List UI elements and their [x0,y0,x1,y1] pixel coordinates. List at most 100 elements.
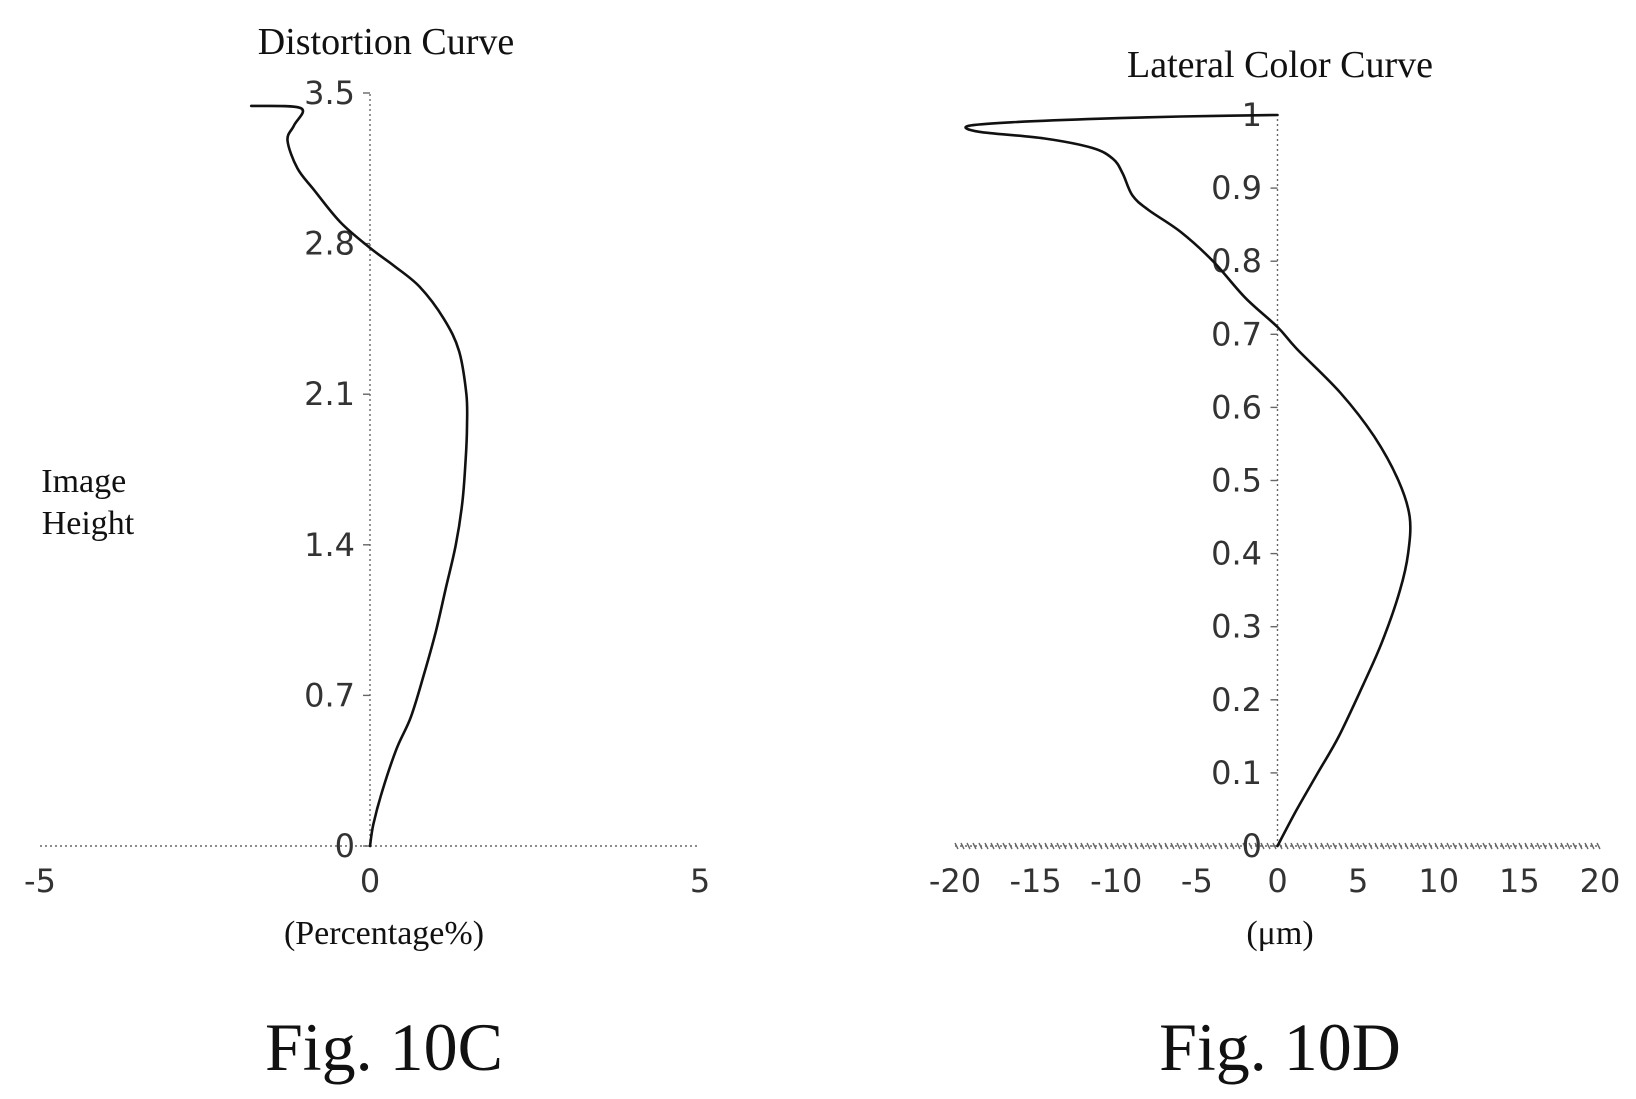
y-tick-label: 0.1 [1211,754,1262,792]
x-axis-hatch [1206,842,1211,850]
x-axis-hatch [1020,842,1025,850]
x-axis-hatch [1110,842,1115,850]
x-axis-hatch [1014,842,1019,850]
y-tick-label: 0.2 [1211,681,1262,719]
distortion-chart: Distortion Curve Image Height 0 0.7 1.4 2.1… [24,21,710,1085]
y-tick-label: 0.3 [1211,608,1262,646]
x-axis-hatch [1086,842,1091,850]
x-axis-hatch [960,842,965,850]
distortion-chart-title: Distortion Curve [258,21,514,63]
lateral-color-series-line [964,113,1412,848]
x-axis-hatch [1182,842,1187,850]
x-axis-hatch [1476,842,1481,850]
x-tick-label: 5 [690,862,710,900]
y-tick-label: 0.8 [1211,242,1262,280]
x-axis-hatch [1398,842,1403,850]
x-axis-hatch [1572,842,1577,850]
x-axis-hatch [1368,842,1373,850]
x-axis-hatch [1248,842,1253,850]
x-axis-hatch [1062,842,1067,850]
x-axis-hatch [1374,842,1379,850]
x-tick-label: 5 [1348,862,1368,900]
x-axis-hatch [1416,842,1421,850]
x-axis-hatch [1188,842,1193,850]
x-axis-hatch [954,842,959,850]
x-axis-hatch [1422,842,1427,850]
y-tick-label: 0.4 [1211,535,1262,573]
x-axis-hatch [990,842,995,850]
x-axis-hatch [1080,842,1085,850]
x-axis-hatch [1428,842,1433,850]
x-axis-hatch [1164,842,1169,850]
x-tick-label: -5 [24,862,56,900]
x-axis-hatch [1146,842,1151,850]
x-axis-hatch [1332,842,1337,850]
lateral-color-axes [954,114,1601,850]
x-axis-hatch [1128,842,1133,850]
x-axis-hatch [1290,842,1295,850]
x-axis-hatch [996,842,1001,850]
x-axis-hatch [1242,842,1247,850]
x-axis-hatch [1170,842,1175,850]
x-axis-hatch [1236,842,1241,850]
lateral-color-tick-labels: 00.10.20.30.40.50.60.70.80.91-20 -15 -10 -5… [929,96,1620,900]
distortion-figure-caption: Fig. 10C [265,1009,503,1085]
x-axis-hatch [1530,842,1535,850]
x-axis-hatch [1536,842,1541,850]
x-axis-hatch [1470,842,1475,850]
y-tick-label: 0 [1242,827,1262,865]
x-axis-hatch [1446,842,1451,850]
lateral-color-figure-caption: Fig. 10D [1159,1009,1401,1085]
x-axis-hatch [1518,842,1523,850]
x-axis-hatch [1254,842,1259,850]
x-tick-label: 20 [1580,862,1621,900]
x-tick-label: -20 [929,862,981,900]
x-axis-hatch [966,842,971,850]
x-axis-hatch [1056,842,1061,850]
x-axis-hatch [1044,842,1049,850]
distortion-series-line [249,104,469,848]
x-axis-hatch [1356,842,1361,850]
x-axis-hatch [972,842,977,850]
x-axis-hatch [1584,842,1589,850]
y-tick-label: 3.5 [304,74,355,112]
x-axis-hatch [1458,842,1463,850]
x-tick-label: 0 [1267,862,1287,900]
distortion-x-axis-label: (Percentage%) [284,915,484,952]
x-axis-hatch [1380,842,1385,850]
x-tick-label: 10 [1418,862,1459,900]
x-axis-hatch [1500,842,1505,850]
x-axis-hatch [1590,842,1595,850]
x-axis-hatch [1026,842,1031,850]
x-axis-hatch [1134,842,1139,850]
x-axis-hatch [1410,842,1415,850]
x-axis-hatch [1050,842,1055,850]
x-axis-hatch [1488,842,1493,850]
x-axis-hatch [1032,842,1037,850]
x-axis-hatch [1542,842,1547,850]
y-axis-label-line: Height [42,505,135,542]
x-axis-hatch [1068,842,1073,850]
x-axis-hatch [1506,842,1511,850]
x-axis-hatch [1158,842,1163,850]
x-axis-hatch [1578,842,1583,850]
x-axis-hatch [1482,842,1487,850]
x-axis-hatch [1452,842,1457,850]
x-axis-hatch [1320,842,1325,850]
y-tick-label: 2.8 [304,225,355,263]
x-axis-hatch [1230,842,1235,850]
x-axis-hatch [984,842,989,850]
x-axis-hatch [1314,842,1319,850]
x-axis-hatch [1176,842,1181,850]
x-axis-hatch [1566,842,1571,850]
lateral-color-chart: Lateral Color Curve 0 0.1 0.2 0.3 0.4 0.5 0.6 0… [929,44,1620,1085]
x-axis-hatch [1434,842,1439,850]
distortion-tick-labels: 0 0.7 1.4 2.1 2.8 3.5 -5 0 5 [24,74,710,900]
x-tick-label: 0 [360,862,380,900]
x-axis-hatch [1338,842,1343,850]
x-tick-label: -15 [1009,862,1061,900]
x-axis-hatch [1224,842,1229,850]
x-axis-hatch [978,842,983,850]
x-axis-hatch [1200,842,1205,850]
x-axis-hatch [1104,842,1109,850]
